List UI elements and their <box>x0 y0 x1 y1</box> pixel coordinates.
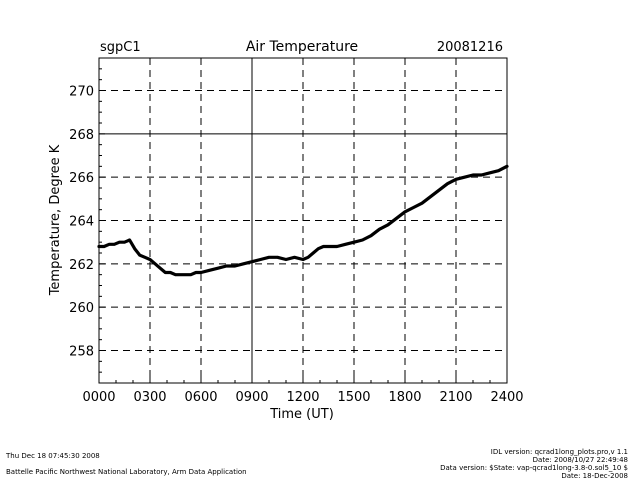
x-tick-label: 1500 <box>337 390 370 405</box>
x-tick-label: 0000 <box>82 390 115 405</box>
y-tick-label: 262 <box>69 258 94 273</box>
x-tick-label: 0600 <box>184 390 217 405</box>
y-tick-label: 270 <box>69 85 94 100</box>
reference-lines <box>99 58 507 383</box>
grid-lines <box>99 58 507 383</box>
footer-timestamp: Thu Dec 18 07:45:30 2008 <box>6 452 100 460</box>
site-label: sgpC1 <box>100 40 141 55</box>
y-tick-label: 266 <box>69 171 94 186</box>
y-tick-label: 268 <box>69 128 94 143</box>
footer-idl-date: Date: 2008/10/27 22:49:48 <box>532 456 628 464</box>
footer-data-date: Date: 18-Dec-2008 <box>561 472 628 480</box>
data-series-layer <box>97 164 509 277</box>
date-label: 20081216 <box>437 40 503 55</box>
y-axis: 258 260 262 264 266 268 270 <box>69 68 105 373</box>
footer-affiliation: Battelle Pacific Northwest National Labo… <box>6 468 247 476</box>
x-tick-label: 0900 <box>235 390 268 405</box>
x-tick-label: 1200 <box>286 390 319 405</box>
y-axis-label: Temperature, Degree K <box>48 144 63 296</box>
y-tick-label: 258 <box>69 345 94 360</box>
air-temperature-series-line <box>97 164 509 277</box>
x-tick-label: 0300 <box>133 390 166 405</box>
x-axis-label: Time (UT) <box>269 407 334 422</box>
y-tick-label: 260 <box>69 301 94 316</box>
x-tick-label: 2100 <box>439 390 472 405</box>
footer-data-version: Data version: $State: vap-qcrad1long-3.8… <box>440 464 628 472</box>
chart-title: Air Temperature <box>246 39 358 55</box>
footer-idl-version: IDL version: qcrad1long_plots.pro,v 1.1 <box>490 448 628 456</box>
x-axis: 0000 0300 0600 0900 1200 1500 1800 2100 2400 <box>82 377 524 405</box>
y-tick-label: 264 <box>69 215 94 230</box>
x-tick-label: 2400 <box>490 390 523 405</box>
x-tick-label: 1800 <box>388 390 421 405</box>
